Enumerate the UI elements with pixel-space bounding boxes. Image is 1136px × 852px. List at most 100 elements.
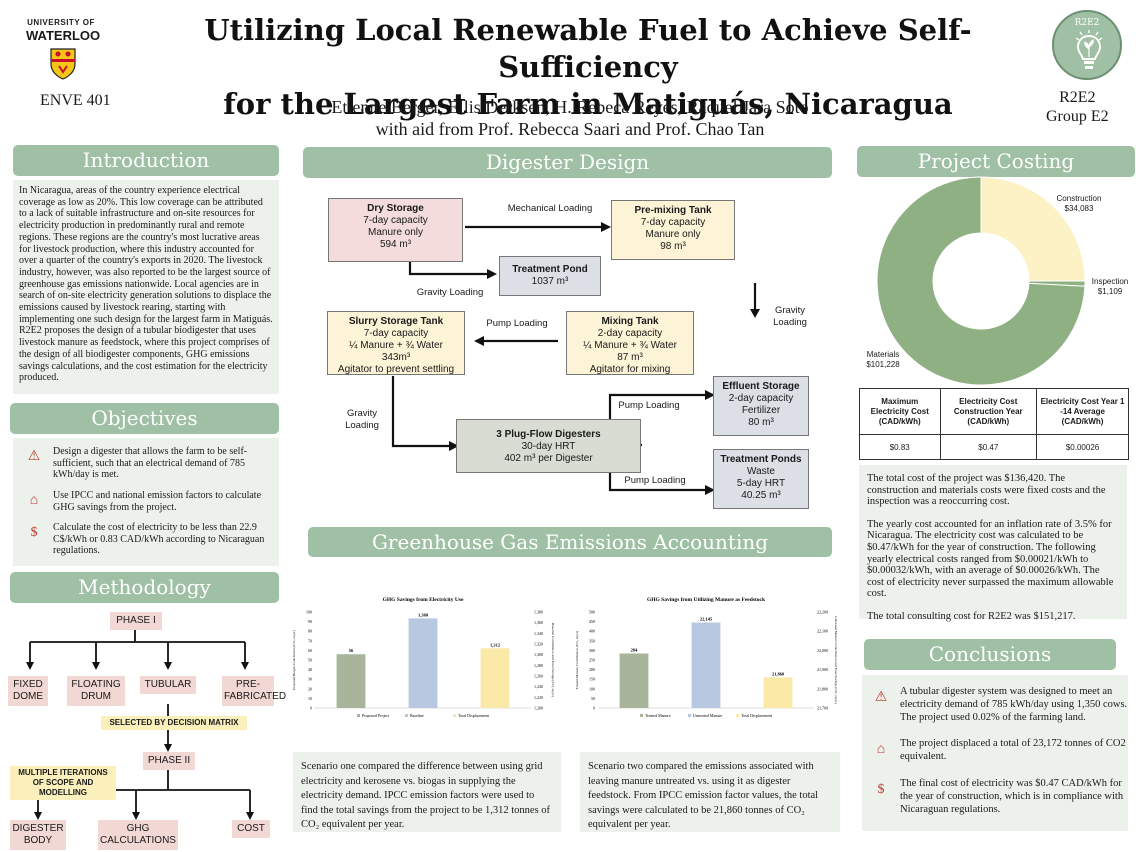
legend-label: Proposed Project	[362, 713, 390, 718]
y-tick-label: 400	[589, 629, 595, 634]
treatment-pond-title: Treatment Pond	[512, 264, 588, 275]
pie-label-construction: Construction $34,083	[1044, 194, 1114, 214]
option-fixed-dome: FIXED DOME	[8, 676, 48, 706]
mixing-capacity: 2-day capacity	[597, 328, 663, 339]
effluent-title: Effluent Storage	[722, 381, 800, 392]
legend-swatch	[736, 714, 739, 717]
decision-matrix-note: SELECTED BY DECISION MATRIX	[101, 716, 247, 730]
team-badge: R2E2	[1052, 10, 1122, 80]
y-tick-label: 40	[308, 667, 312, 672]
y2-tick-label: 1,300	[534, 652, 543, 658]
y-tick-label: 350	[589, 638, 595, 643]
legend-label: Treated Manure	[645, 713, 671, 718]
output-ghg-calculations: GHG CALCULATIONS	[98, 820, 178, 850]
y2-tick-label: 21,900	[817, 667, 828, 673]
authors-line-1: Etienne Berger, Ellis Derksen, H. Rebeca…	[331, 97, 809, 117]
y-tick-label: 30	[308, 677, 312, 682]
y2-tick-label: 22,200	[817, 610, 828, 616]
dry-storage-capacity: 7-day capacity	[363, 215, 428, 226]
university-logo: UNIVERSITY OF WATERLOO	[26, 14, 101, 84]
ponds-volume: 40.25 m³	[741, 490, 781, 501]
y-tick-label: 10	[308, 696, 312, 701]
pump-loading-label-1: Pump Loading	[486, 318, 548, 329]
badge-label: R2E2	[1074, 18, 1100, 28]
introduction-text: In Nicaragua, areas of the country exper…	[13, 180, 279, 394]
table-header-cell: Electricity Cost Year 1 -14 Average (CAD…	[1036, 388, 1129, 435]
option-tubular: TUBULAR	[140, 676, 196, 694]
gravity-loading-label-2: Gravity Loading	[773, 305, 807, 328]
y2-tick-label: 1,360	[534, 620, 543, 626]
poster-title: Utilizing Local Renewable Fuel to Achiev…	[130, 12, 1046, 123]
slurry-content: ¼ Manure + ¾ Water	[349, 340, 443, 351]
output-cost: COST	[232, 820, 270, 838]
group-line-2: Group E2	[1046, 108, 1109, 125]
bar-data-label: 1,368	[418, 612, 429, 617]
y2-tick-label: 1,280	[534, 663, 543, 669]
y2-tick-label: 22,100	[817, 629, 828, 635]
slurry-title: Slurry Storage Tank	[348, 316, 444, 327]
construction-label: Construction	[1056, 194, 1102, 203]
pie-label-materials: Materials $101,228	[858, 350, 908, 370]
premix-title: Pre-mixing Tank	[634, 205, 712, 216]
plugflow-hrt: 30-day HRT	[521, 441, 576, 452]
table-header-cell: Electricity Cost Construction Year (CAD/…	[939, 388, 1038, 435]
objectives-panel: ⚠ Design a digester that allows the farm…	[13, 438, 279, 566]
mixing-volume: 87 m³	[617, 352, 643, 363]
y-tick-label: 450	[589, 619, 595, 624]
chart-electricity: GHG Savings from Electricity Use 0 10 20 30 4…	[287, 592, 559, 732]
conclusion-text: The project displaced a total of 23,172 …	[900, 738, 1126, 762]
chart-bar	[691, 622, 721, 708]
premixing-tank-box: Pre-mixing Tank 7-day capacity Manure on…	[611, 200, 735, 260]
inspection-value: $1,109	[1097, 287, 1123, 296]
objective-text: Calculate the cost of electricity to be …	[53, 522, 265, 556]
y2-axis-label: Untreated Manure Contribution and Total …	[834, 616, 838, 704]
y-tick-label: 50	[591, 696, 595, 701]
introduction-heading: Introduction	[13, 145, 279, 176]
effluent-content: Fertilizer	[741, 405, 781, 416]
table-header-row: Maximum Electricity Cost (CAD/kWh) Elect…	[859, 388, 1129, 435]
chart-electricity-svg: GHG Savings from Electricity Use 0 10 20 30 4…	[292, 597, 555, 718]
pie-label-inspection: Inspection $1,109	[1082, 277, 1136, 297]
premix-content: Manure only	[645, 229, 701, 240]
gravity-loading-label-3: Gravity Loading	[345, 408, 379, 431]
ponds-title: Treatment Ponds	[720, 454, 802, 465]
dry-storage-volume: 594 m³	[379, 239, 412, 250]
phase-2-box: PHASE II	[143, 752, 195, 770]
costing-heading: Project Costing	[857, 146, 1135, 177]
y-tick-label: 200	[589, 667, 595, 672]
scenario-1-text: Scenario one compared the difference bet…	[293, 752, 561, 832]
university-name: WATERLOO	[26, 28, 101, 43]
ponds-content: Waste	[747, 466, 775, 477]
conclusion-text: A tubular digester system was designed t…	[900, 686, 1128, 723]
conclusions-panel: ⚠ A tubular digester system was designed…	[862, 675, 1128, 831]
bar-data-label: 284	[631, 647, 639, 652]
conclusions-heading: Conclusions	[864, 639, 1116, 670]
y2-tick-label: 1,260	[534, 674, 543, 680]
legend-label: Untreated Manure	[693, 713, 722, 718]
y2-tick-label: 1,220	[534, 695, 543, 701]
effluent-storage-box: Effluent Storage 2-day capacity Fertiliz…	[713, 376, 809, 436]
slurry-agitator: Agitator to prevent settling	[337, 364, 455, 375]
objective-text: Design a digester that allows the farm t…	[53, 446, 248, 480]
y2-tick-label: 1,380	[534, 610, 543, 616]
y-axis-label: Treated Manure Contribution (CO₂ eq/yr)	[575, 630, 579, 689]
warning-triangle-icon: ⚠	[874, 690, 888, 705]
treatment-pond-box: Treatment Pond 1037 m³	[499, 256, 601, 296]
pump-loading-label-3: Pump Loading	[624, 475, 686, 486]
objective-text: Use IPCC and national emission factors t…	[53, 490, 262, 513]
y-axis-label: Proposed Biogas Contribution (CO₂ eq/yr)	[292, 629, 296, 690]
costing-paragraph-1: The total cost of the project was $136,4…	[867, 473, 1106, 508]
table-cell: $0.00026	[1036, 434, 1129, 460]
construction-value: $34,083	[1064, 204, 1094, 213]
treatment-pond-volume: 1037 m³	[531, 276, 569, 287]
option-floating-drum: FLOATING DRUM	[67, 676, 125, 706]
costing-paragraph-2: The yearly cost accounted for an inflati…	[867, 518, 1114, 600]
coins-icon: $	[30, 525, 38, 540]
methodology-heading: Methodology	[10, 572, 279, 603]
mixing-agitator: Agitator for mixing	[589, 364, 671, 375]
chart-bar	[408, 618, 438, 708]
legend-swatch	[453, 714, 456, 717]
y2-tick-label: 21,800	[817, 686, 828, 692]
objectives-heading: Objectives	[10, 403, 279, 434]
y-tick-label: 100	[306, 610, 312, 615]
